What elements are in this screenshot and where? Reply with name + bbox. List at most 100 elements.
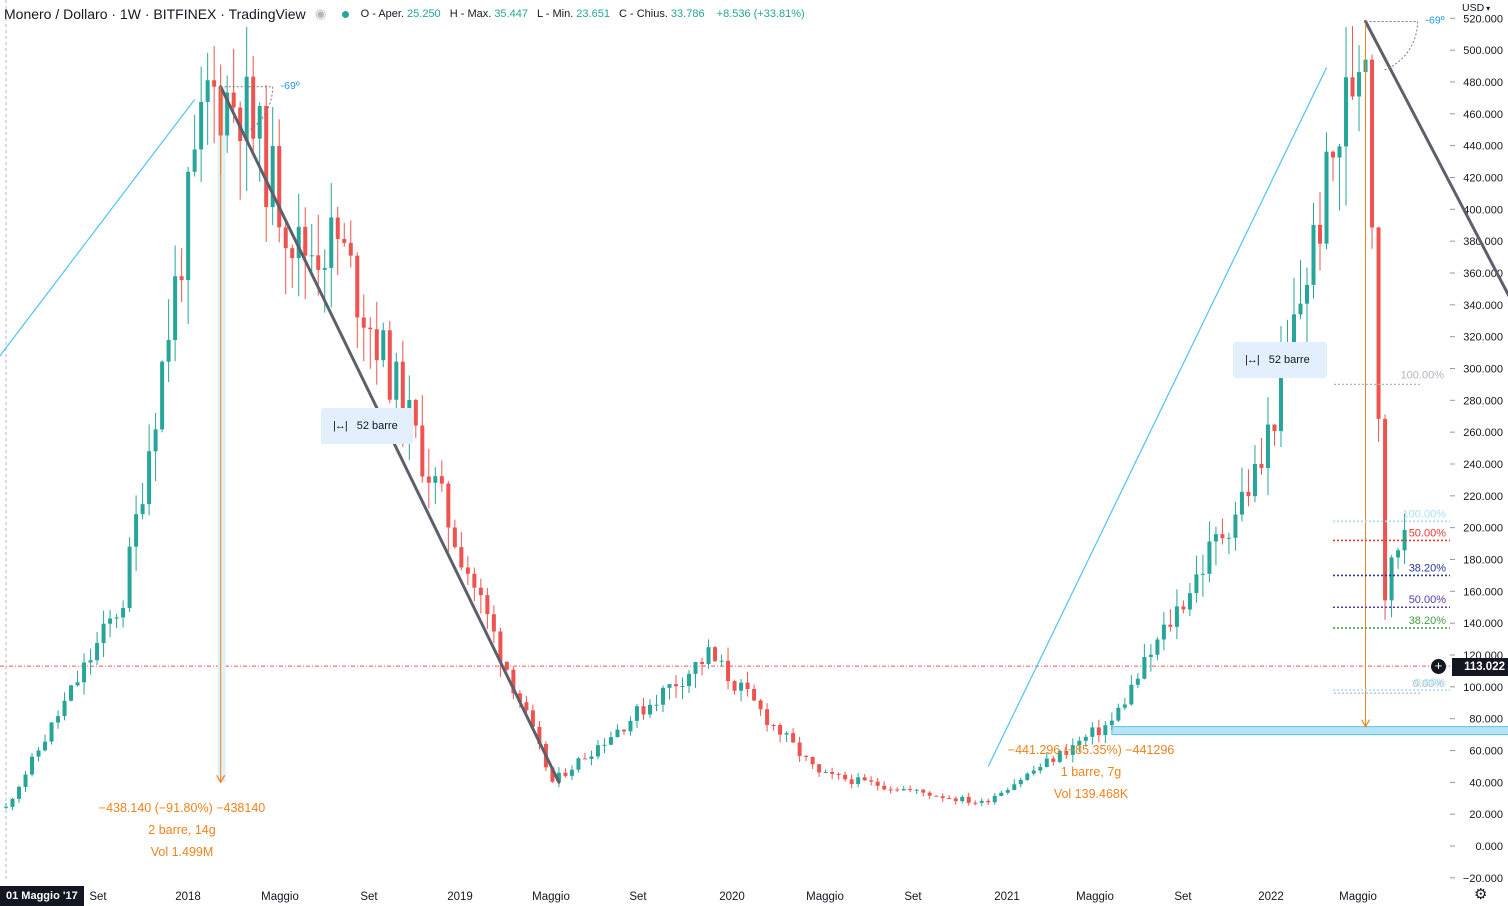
time-tick-label: Set xyxy=(904,891,922,903)
candle-body xyxy=(322,267,327,270)
measure-label-2[interactable]: −441.296 (−85.35%) −441296 1 barre, 7g V… xyxy=(971,739,1211,805)
symbol-title[interactable]: Monero / Dollaro · 1W · BITFINEX · Tradi… xyxy=(4,6,306,22)
price-tick-label: 480.000 xyxy=(1463,77,1503,89)
candle-body xyxy=(465,567,470,574)
currency-selector[interactable]: USD ▾ xyxy=(1462,2,1490,14)
measure-2-volume: Vol 139.468K xyxy=(1053,787,1129,801)
candle-body xyxy=(478,587,483,596)
price-tick-label: 40.000 xyxy=(1469,777,1503,789)
time-tick-label: 2019 xyxy=(447,891,473,903)
candle-body xyxy=(485,595,490,615)
eye-icon[interactable]: ◉ xyxy=(314,6,327,21)
candle-body xyxy=(836,773,841,775)
fib-large-label-1: 100.00% xyxy=(1401,369,1445,381)
candle-body xyxy=(335,217,340,239)
low-label: L - Min. xyxy=(537,8,574,20)
candle-body xyxy=(550,767,555,782)
candle-body xyxy=(986,800,991,803)
candle-body xyxy=(179,276,184,280)
resistance-trendline-2 xyxy=(1364,19,1508,298)
change-value: +8.536 (+33.81%) xyxy=(716,8,805,20)
price-tick-label: 280.000 xyxy=(1463,395,1503,407)
time-tick-label: Maggio xyxy=(1339,891,1377,903)
candle-body xyxy=(615,729,620,738)
price-tick-label: 200.000 xyxy=(1463,523,1503,535)
candle-body xyxy=(888,789,893,791)
candle-body xyxy=(1259,463,1264,468)
candle-body xyxy=(504,661,509,670)
candle-body xyxy=(1396,550,1401,558)
price-tick-label: 20.000 xyxy=(1469,809,1503,821)
candle-body xyxy=(869,780,874,782)
fib-small-label-6: 0.00% xyxy=(1415,677,1446,689)
candle-body xyxy=(1103,725,1108,736)
fib-small-label-2: 50.00% xyxy=(1409,527,1447,539)
candle-body xyxy=(1031,770,1036,774)
candle-body xyxy=(1383,418,1388,601)
bars-range-box-2[interactable]: |↔| 52 barre xyxy=(1233,342,1327,378)
candle-body xyxy=(283,227,288,249)
candle-body xyxy=(1083,736,1088,741)
candle-body xyxy=(1051,758,1056,762)
candle-body xyxy=(290,248,295,259)
angle-label-1: -69º xyxy=(281,80,300,92)
price-tick-label: 300.000 xyxy=(1463,363,1503,375)
candle-body xyxy=(765,709,770,725)
candle-body xyxy=(374,329,379,361)
candle-body xyxy=(192,149,197,172)
candle-body xyxy=(30,756,35,775)
gear-icon[interactable]: ⚙ xyxy=(1474,886,1488,903)
measure-arrowhead-2 xyxy=(1361,719,1371,728)
measure-label-1[interactable]: −438.140 (−91.80%) −438140 2 barre, 14g … xyxy=(62,797,302,863)
candle-body xyxy=(199,101,204,150)
time-tick-label: 2020 xyxy=(719,891,745,903)
chevron-down-icon: ▾ xyxy=(1486,4,1491,13)
candle-body xyxy=(296,226,301,259)
price-tick-label: 400.000 xyxy=(1463,204,1503,216)
candle-body xyxy=(498,631,503,662)
fib-small-label-1: 100.00% xyxy=(1403,508,1447,520)
candle-body xyxy=(420,425,425,477)
price-tick-label: 360.000 xyxy=(1463,268,1503,280)
candle-body xyxy=(426,476,431,483)
candle-body xyxy=(687,673,692,687)
open-value: 25.250 xyxy=(407,8,441,20)
candle-body xyxy=(569,769,574,776)
ohlc-readout: O - Aper. 25.250 H - Max. 35.447 L - Min. 2… xyxy=(361,8,811,20)
candle-body xyxy=(1350,77,1355,97)
price-tick-label: −20.000 xyxy=(1463,873,1503,885)
measure-2-bars: 1 barre, 7g xyxy=(1060,765,1122,779)
candle-body xyxy=(680,686,685,688)
currency-label: USD xyxy=(1462,2,1485,14)
candle-body xyxy=(823,771,828,773)
candle-body xyxy=(1389,557,1394,601)
candle-body xyxy=(849,779,854,784)
add-alert-plus-icon[interactable]: + xyxy=(1431,659,1446,674)
candle-body xyxy=(1187,593,1192,610)
candle-body xyxy=(1318,224,1323,244)
measure-1-shade xyxy=(217,86,226,783)
fib-small-label-4: 50.00% xyxy=(1409,594,1447,606)
candle-body xyxy=(511,669,516,694)
time-tick-label: Set xyxy=(1174,891,1192,903)
candle-body xyxy=(732,681,737,691)
candle-body xyxy=(316,255,321,270)
candle-body xyxy=(459,547,464,568)
candle-body xyxy=(1239,491,1244,515)
price-tick-label: 380.000 xyxy=(1463,236,1503,248)
candle-body xyxy=(62,700,67,717)
candle-body xyxy=(1311,224,1316,285)
candle-body xyxy=(251,76,256,139)
candle-body xyxy=(1265,424,1270,468)
candle-body xyxy=(882,785,887,790)
candle-body xyxy=(582,758,587,760)
time-tick-label: Maggio xyxy=(1076,891,1114,903)
bars-range-box-1[interactable]: |↔| 52 barre xyxy=(321,408,413,444)
price-tick-label: 520.000 xyxy=(1463,13,1503,25)
time-tick-label: 2021 xyxy=(994,891,1020,903)
candle-body xyxy=(1116,707,1121,721)
candle-body xyxy=(1018,779,1023,785)
candle-body xyxy=(1012,784,1017,790)
